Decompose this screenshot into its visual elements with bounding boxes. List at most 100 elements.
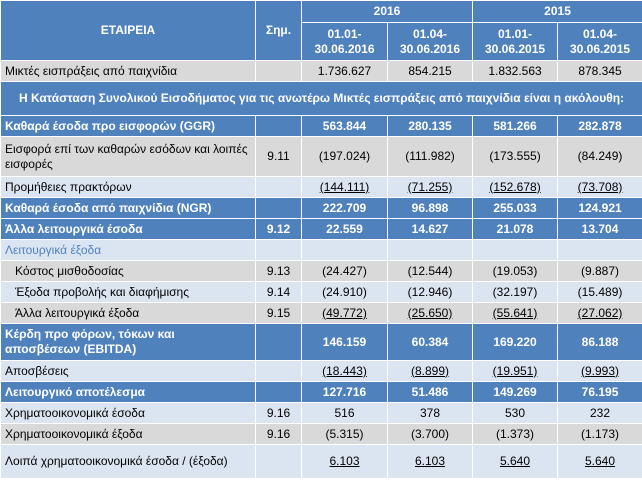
- row-value: [386, 239, 474, 261]
- row-label: Λειτουργικά έξοδα: [0, 239, 256, 261]
- row-value: [472, 239, 559, 261]
- row-value: (15.489): [557, 281, 642, 303]
- table-row: Άλλα λειτουργικά έσοδα 9.12 22.559 14.62…: [0, 218, 642, 240]
- period-header: 01.04- 30.06.2015: [557, 22, 642, 61]
- row-note: [255, 197, 302, 219]
- row-note: [255, 323, 302, 361]
- period-header: 01.01- 30.06.2016: [301, 22, 388, 61]
- row-value: 14.627: [386, 218, 474, 240]
- row-value: (111.982): [386, 136, 474, 177]
- table-row: Άλλα λειτουργικά έξοδα 9.15 (49.772) (25…: [0, 302, 642, 324]
- row-label: Χρηματοοικονομικά έξοδα: [0, 423, 256, 445]
- row-label: Καθαρά έσοδα προ εισφορών (GGR): [0, 115, 256, 137]
- row-value: 51.486: [386, 381, 474, 403]
- row-value: 22.559: [301, 218, 388, 240]
- row-note: [255, 444, 302, 479]
- table-row: Εισφορά επί των καθαρών εσόδων και λοιπέ…: [0, 136, 642, 177]
- row-value: 378: [386, 402, 474, 424]
- row-value: (24.910): [301, 281, 388, 303]
- row-value: (5.315): [301, 423, 388, 445]
- row-value: 282.878: [557, 115, 642, 137]
- row-value: (12.544): [386, 260, 474, 282]
- row-value: (197.024): [301, 136, 388, 177]
- row-label: Κέρδη προ φόρων, τόκων και αποσβέσεων (E…: [0, 323, 256, 361]
- row-value: (49.772): [301, 302, 388, 324]
- row-value: 86.188: [557, 323, 642, 361]
- row-value: 13.704: [557, 218, 642, 240]
- table-row: Λοιπά χρηματοοικονομικά έσοδα / (έξοδα) …: [0, 444, 642, 479]
- section-title: Η Κατάσταση Συνολικού Εισοδήματος για τι…: [0, 81, 642, 116]
- row-value: 581.266: [472, 115, 559, 137]
- row-label: Άλλα λειτουργικά έσοδα: [0, 218, 256, 240]
- row-value: (18.443): [301, 360, 388, 382]
- row-value: [301, 239, 388, 261]
- table-row: Έξοδα προβολής και διαφήμισης 9.14 (24.9…: [0, 281, 642, 303]
- row-value: 5.640: [472, 444, 559, 479]
- row-label: Κόστος μισθοδοσίας: [0, 260, 256, 282]
- row-label: Λοιπά χρηματοοικονομικά έσοδα / (έξοδα): [0, 444, 256, 479]
- row-note: [255, 176, 302, 198]
- row-value: (8.899): [386, 360, 474, 382]
- row-value: 878.345: [557, 60, 642, 82]
- row-value: 124.921: [557, 197, 642, 219]
- row-label: Προμήθειες πρακτόρων: [0, 176, 256, 198]
- row-label: Έξοδα προβολής και διαφήμισης: [0, 281, 256, 303]
- row-value: 280.135: [386, 115, 474, 137]
- row-note: 9.16: [255, 423, 302, 445]
- row-note: [255, 239, 302, 261]
- table-row: Χρηματοοικονομικά έξοδα 9.16 (5.315) (3.…: [0, 423, 642, 445]
- row-note: [255, 115, 302, 137]
- row-value: 255.033: [472, 197, 559, 219]
- row-value: (9.887): [557, 260, 642, 282]
- row-value: 76.195: [557, 381, 642, 403]
- row-note: [255, 60, 302, 82]
- row-value: 1.736.627: [301, 60, 388, 82]
- table-row: Καθαρά έσοδα προ εισφορών (GGR) 563.844 …: [0, 115, 642, 137]
- row-label: Μικτές εισπράξεις από παιχνίδια: [0, 60, 256, 82]
- company-header: ΕΤΑΙΡΕΙΑ: [0, 0, 256, 61]
- row-value: 6.103: [301, 444, 388, 479]
- income-statement-table: ΕΤΑΙΡΕΙΑ Σημ. 2016 2015 01.01- 30.06.201…: [0, 0, 642, 479]
- table-row: Κόστος μισθοδοσίας 9.13 (24.427) (12.544…: [0, 260, 642, 282]
- year-2015-header: 2015: [472, 0, 642, 23]
- row-value: 222.709: [301, 197, 388, 219]
- row-value: 516: [301, 402, 388, 424]
- row-value: (152.678): [472, 176, 559, 198]
- row-note: 9.12: [255, 218, 302, 240]
- row-value: 232: [557, 402, 642, 424]
- row-note: 9.16: [255, 402, 302, 424]
- row-value: (12.946): [386, 281, 474, 303]
- table-row: Λειτουργικό αποτέλεσμα 127.716 51.486 14…: [0, 381, 642, 403]
- row-value: 146.159: [301, 323, 388, 361]
- row-note: [255, 360, 302, 382]
- table-row: Χρηματοοικονομικά έσοδα 9.16 516 378 530…: [0, 402, 642, 424]
- row-label: Λειτουργικό αποτέλεσμα: [0, 381, 256, 403]
- row-label: Χρηματοοικονομικά έσοδα: [0, 402, 256, 424]
- row-note: 9.15: [255, 302, 302, 324]
- row-value: (24.427): [301, 260, 388, 282]
- row-value: (1.373): [472, 423, 559, 445]
- table-row: Λειτουργικά έξοδα: [0, 239, 642, 261]
- row-value: (19.951): [472, 360, 559, 382]
- row-value: 149.269: [472, 381, 559, 403]
- row-value: 6.103: [386, 444, 474, 479]
- row-value: 1.832.563: [472, 60, 559, 82]
- row-value: 169.220: [472, 323, 559, 361]
- row-value: 854.215: [386, 60, 474, 82]
- row-value: (3.700): [386, 423, 474, 445]
- row-value: (55.641): [472, 302, 559, 324]
- period-header: 01.04- 30.06.2016: [386, 22, 474, 61]
- row-value: 530: [472, 402, 559, 424]
- table-row: Κέρδη προ φόρων, τόκων και αποσβέσεων (E…: [0, 323, 642, 361]
- row-value: (32.197): [472, 281, 559, 303]
- row-value: (9.993): [557, 360, 642, 382]
- row-value: 21.078: [472, 218, 559, 240]
- row-label: Καθαρά έσοδα από παιχνίδια (NGR): [0, 197, 256, 219]
- gross-receipts-row: Μικτές εισπράξεις από παιχνίδια 1.736.62…: [0, 60, 642, 82]
- row-value: 127.716: [301, 381, 388, 403]
- row-label: Άλλα λειτουργικά έξοδα: [0, 302, 256, 324]
- row-note: 9.11: [255, 136, 302, 177]
- row-value: (73.708): [557, 176, 642, 198]
- row-value: [557, 239, 642, 261]
- year-2016-header: 2016: [300, 0, 474, 23]
